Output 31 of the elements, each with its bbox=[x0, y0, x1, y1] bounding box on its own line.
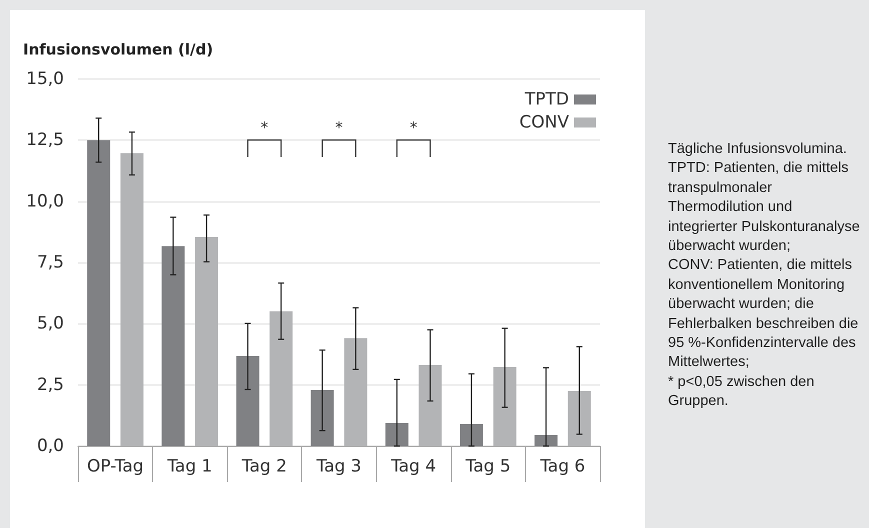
y-tick-label: 10,0 bbox=[26, 191, 64, 212]
bar bbox=[87, 140, 110, 446]
bar bbox=[162, 246, 185, 446]
annotation: * bbox=[410, 118, 418, 136]
annotation: * bbox=[335, 118, 344, 136]
x-tick-label: Tag 3 bbox=[316, 456, 362, 476]
x-tick-label: Tag 5 bbox=[464, 456, 511, 476]
legend-label: CONV bbox=[519, 112, 570, 132]
bar bbox=[460, 424, 483, 446]
y-tick-label: 12,5 bbox=[26, 130, 64, 150]
y-tick-label: 2,5 bbox=[36, 374, 64, 395]
y-tick-label: 7,5 bbox=[36, 252, 64, 272]
y-tick-label: 0,0 bbox=[36, 436, 64, 456]
text: TPTD: Patienten, die mittels transpulmonaler Thermodilution und integrierter Pulskonturanalyse überwacht wurden; bbox=[668, 159, 861, 256]
x-tick-label: OP-Tag bbox=[86, 456, 144, 476]
text: * p<0,05 zwischen den Gruppen. bbox=[668, 372, 816, 412]
y-tick-label: 15,0 bbox=[26, 69, 64, 89]
legend-label: TPTD bbox=[524, 90, 569, 110]
x-tick-label: Tag 2 bbox=[240, 456, 287, 476]
bar bbox=[534, 434, 558, 446]
x-tick-label: Tag 6 bbox=[539, 456, 586, 476]
text: CONV: Patienten, die mittels konventionellem Monitoring überwacht wurden; die Fehlerbalken beschreiben die 95 %-Konfidenzintervalle des Mittelwertes; bbox=[668, 256, 860, 372]
x-tick-label: Tag 4 bbox=[390, 456, 436, 476]
text: Tägliche Infusionsvolumina. bbox=[668, 140, 848, 159]
x-tick-label: Tag 1 bbox=[166, 456, 212, 476]
annotation: * bbox=[260, 118, 269, 136]
bar bbox=[385, 423, 408, 446]
y-axis-title: Infusionsvolumen (l/d) bbox=[23, 40, 214, 58]
bar bbox=[310, 390, 334, 446]
y-tick-label: 5,0 bbox=[36, 314, 64, 334]
bar bbox=[236, 356, 260, 446]
